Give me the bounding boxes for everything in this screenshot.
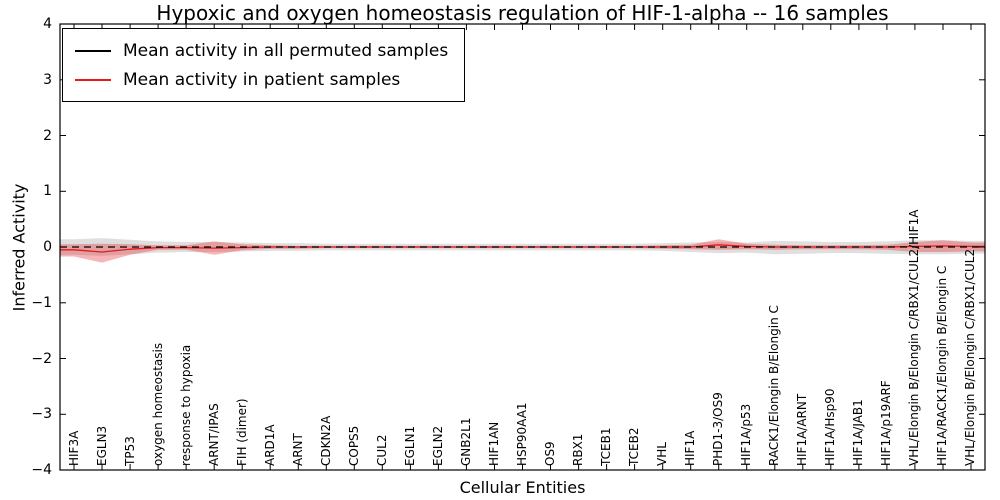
y-tick-label: −2 [31, 350, 52, 367]
x-axis-label: Cellular Entities [459, 478, 586, 497]
y-tick-label: −4 [31, 462, 52, 478]
x-tick-label: TP53 [122, 436, 137, 466]
chart-title: Hypoxic and oxygen homeostasis regulatio… [156, 1, 889, 25]
x-tick-label: VHL/Elongin B/Elongin C/RBX1/CUL2 [963, 248, 978, 466]
x-tick-label: FIH (dimer) [234, 398, 249, 466]
x-tick-label: HIF1A/JAB1 [851, 399, 866, 466]
y-tick-label: 2 [43, 127, 52, 144]
x-tick-label: CUL2 [374, 434, 389, 466]
x-tick-label: HIF1A/RACK1/Elongin B/Elongin C [935, 265, 950, 466]
y-tick-label: 0 [43, 239, 52, 255]
x-tick-label: VHL [655, 442, 670, 466]
legend-label-patient: Mean activity in patient samples [123, 69, 401, 90]
x-tick-label: ARNT [290, 433, 305, 466]
legend-line-permuted-icon [75, 49, 111, 52]
y-tick-label: −1 [31, 294, 52, 311]
x-tick-label: COPS5 [346, 425, 361, 466]
x-tick-label: CDKN2A [318, 415, 333, 466]
band-patient [60, 239, 985, 263]
x-tick-label: GNB2L1 [458, 417, 473, 466]
x-tick-label: ARD1A [262, 424, 277, 466]
x-tick-label: EGLN1 [402, 425, 417, 466]
x-tick-label: HSP90AA1 [515, 402, 529, 466]
x-tick-label: EGLN2 [430, 425, 445, 466]
legend-item-permuted: Mean activity in all permuted samples [75, 36, 448, 65]
x-tick-label: HIF1A/p19ARF [879, 380, 894, 466]
x-tick-label: HIF1AN [486, 421, 501, 466]
x-tick-label: TCEB1 [599, 427, 614, 466]
legend-label-permuted: Mean activity in all permuted samples [123, 40, 449, 61]
legend-line-patient-icon [75, 78, 111, 81]
x-tick-label: RBX1 [571, 433, 586, 466]
x-tick-label: HIF1A/Hsp90 [823, 388, 838, 466]
legend: Mean activity in all permuted samples Me… [62, 28, 466, 102]
x-tick-label: HIF1A/ARNT [795, 393, 810, 466]
x-tick-label: OS9 [543, 441, 558, 466]
x-tick-label: HIF1A/p53 [739, 403, 754, 466]
x-tick-label: response to hypoxia [178, 344, 193, 466]
x-tick-label: oxygen homeostasis [150, 342, 165, 466]
y-tick-label: 4 [43, 16, 52, 32]
x-tick-label: HIF1A [683, 430, 698, 466]
legend-item-patient: Mean activity in patient samples [75, 65, 448, 94]
y-tick-label: 1 [43, 183, 52, 200]
x-tick-label: VHL/Elongin B/Elongin C/RBX1/CUL2/HIF1A [907, 209, 922, 466]
x-tick-label: EGLN3 [94, 425, 109, 466]
x-tick-label: ARNT/IPAS [206, 403, 221, 466]
y-tick-label: 3 [43, 71, 52, 88]
y-tick-label: −3 [31, 406, 52, 423]
x-tick-label: HIF3A [66, 430, 81, 466]
x-tick-label: RACK1/Elongin B/Elongin C [767, 305, 782, 466]
x-tick-label: PHD1-3/OS9 [711, 392, 726, 466]
x-tick-label: TCEB2 [627, 427, 642, 466]
